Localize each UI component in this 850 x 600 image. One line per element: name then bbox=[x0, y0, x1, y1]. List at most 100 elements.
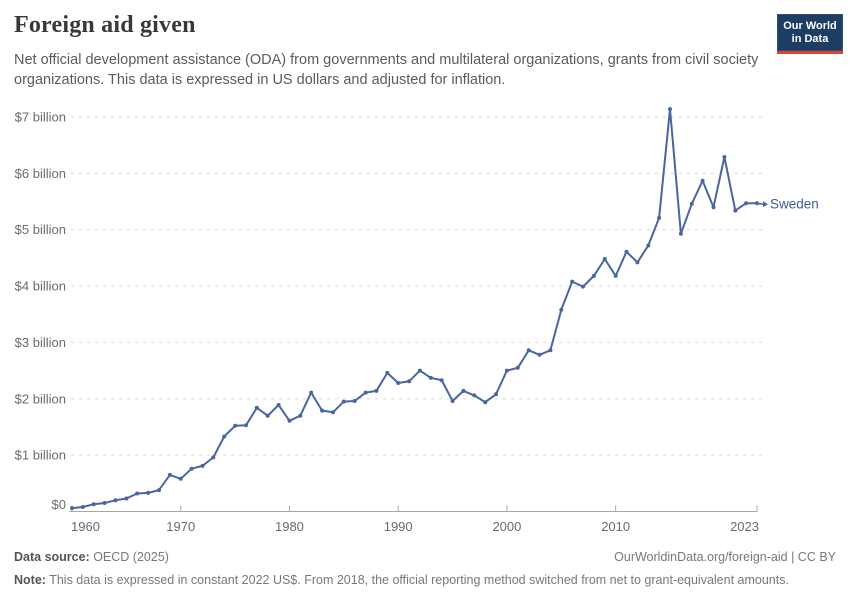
data-point[interactable] bbox=[200, 463, 205, 468]
data-point[interactable] bbox=[450, 399, 455, 403]
data-point[interactable] bbox=[733, 208, 738, 213]
y-axis-tick-label: $6 billion bbox=[15, 166, 66, 181]
x-axis-tick-label: 2010 bbox=[601, 519, 630, 534]
data-point[interactable] bbox=[537, 352, 542, 357]
data-point[interactable] bbox=[331, 410, 335, 415]
data-point[interactable] bbox=[298, 413, 303, 418]
data-point[interactable] bbox=[439, 378, 444, 383]
data-point[interactable] bbox=[570, 279, 575, 284]
series-label-arrow-icon bbox=[763, 201, 768, 208]
data-point[interactable] bbox=[428, 375, 433, 380]
owid-logo-line1: Our World bbox=[783, 19, 837, 32]
footer-note: Note: This data is expressed in constant… bbox=[14, 573, 836, 587]
data-point[interactable] bbox=[711, 205, 716, 210]
data-point[interactable] bbox=[635, 260, 640, 265]
data-point[interactable] bbox=[124, 496, 129, 501]
page-title: Foreign aid given bbox=[14, 12, 196, 38]
x-axis-tick-label: 1990 bbox=[384, 519, 413, 534]
data-point[interactable] bbox=[385, 370, 390, 375]
data-point[interactable] bbox=[320, 408, 325, 413]
data-point[interactable] bbox=[287, 418, 292, 423]
x-axis-tick-label: 2000 bbox=[492, 519, 521, 534]
chart-canvas[interactable]: $0 $1 billion $2 billion $3 billion $4 billi… bbox=[0, 100, 850, 545]
owid-logo-red-bar bbox=[777, 51, 843, 54]
data-point[interactable] bbox=[113, 498, 118, 503]
data-source: Data source: OECD (2025) bbox=[14, 550, 169, 564]
series-label-connector bbox=[756, 202, 764, 205]
data-point[interactable] bbox=[526, 348, 531, 353]
y-axis-tick-label: $4 billion bbox=[15, 279, 66, 294]
data-point[interactable] bbox=[602, 257, 607, 261]
data-point[interactable] bbox=[157, 488, 161, 493]
data-point[interactable] bbox=[472, 393, 477, 398]
data-point[interactable] bbox=[91, 502, 96, 507]
x-axis-tick-label: 1980 bbox=[275, 519, 304, 534]
x-axis-tick-label: 1960 bbox=[71, 519, 100, 534]
chart-subtitle: Net official development assistance (ODA… bbox=[14, 52, 759, 88]
data-point[interactable] bbox=[102, 501, 107, 505]
y-axis-tick-label: $2 billion bbox=[15, 391, 66, 406]
footer-sources-row: Data source: OECD (2025) OurWorldinData.… bbox=[14, 550, 836, 564]
y-axis-tick-label: $0 bbox=[52, 497, 66, 512]
data-point[interactable] bbox=[374, 388, 379, 393]
data-source-label: Data source: bbox=[14, 550, 90, 564]
data-point[interactable] bbox=[461, 388, 466, 393]
owid-logo[interactable]: Our World in Data bbox=[777, 14, 843, 54]
x-axis-tick-label: 2023 bbox=[730, 519, 759, 534]
data-source-value: OECD (2025) bbox=[89, 550, 169, 564]
data-point[interactable] bbox=[70, 506, 74, 511]
owid-logo-box: Our World in Data bbox=[777, 14, 843, 51]
data-point[interactable] bbox=[167, 472, 172, 477]
data-point[interactable] bbox=[722, 155, 727, 159]
y-axis-tick-label: $7 billion bbox=[15, 110, 66, 125]
y-axis-tick-label: $3 billion bbox=[15, 335, 66, 350]
y-axis-tick-label: $5 billion bbox=[15, 222, 66, 237]
data-point[interactable] bbox=[80, 505, 85, 509]
data-point[interactable] bbox=[189, 466, 194, 471]
data-point[interactable] bbox=[211, 455, 216, 460]
data-point[interactable] bbox=[363, 390, 368, 395]
data-point[interactable] bbox=[657, 215, 662, 220]
owid-logo-line2: in Data bbox=[791, 32, 829, 45]
data-point[interactable] bbox=[689, 201, 694, 206]
data-point[interactable] bbox=[265, 413, 270, 418]
note-value: This data is expressed in constant 2022 … bbox=[45, 573, 789, 587]
data-point[interactable] bbox=[744, 201, 749, 206]
data-point[interactable] bbox=[276, 403, 281, 407]
line-series-sweden[interactable] bbox=[71, 108, 758, 510]
data-point[interactable] bbox=[341, 399, 346, 404]
owid-cc-by-link[interactable]: OurWorldinData.org/foreign-aid | CC BY bbox=[614, 550, 836, 564]
data-point[interactable] bbox=[135, 491, 140, 496]
data-point[interactable] bbox=[624, 249, 629, 254]
data-point[interactable] bbox=[352, 399, 357, 403]
data-point[interactable] bbox=[396, 381, 401, 385]
data-point[interactable] bbox=[244, 423, 248, 428]
series-label-sweden[interactable]: Sweden bbox=[770, 197, 819, 212]
data-point[interactable] bbox=[700, 178, 705, 183]
data-point[interactable] bbox=[178, 476, 183, 481]
data-point[interactable] bbox=[646, 243, 651, 248]
data-point[interactable] bbox=[233, 423, 238, 428]
data-point[interactable] bbox=[613, 273, 618, 278]
data-point[interactable] bbox=[515, 365, 520, 370]
data-point[interactable] bbox=[548, 348, 553, 353]
data-point[interactable] bbox=[755, 201, 759, 206]
note-label: Note: bbox=[14, 573, 46, 587]
data-point[interactable] bbox=[146, 490, 151, 495]
data-point[interactable] bbox=[417, 368, 422, 373]
data-point[interactable] bbox=[494, 392, 498, 397]
data-point[interactable] bbox=[483, 400, 488, 405]
data-point[interactable] bbox=[581, 284, 585, 289]
data-point[interactable] bbox=[407, 379, 412, 384]
data-point[interactable] bbox=[668, 107, 672, 112]
data-point[interactable] bbox=[591, 273, 596, 278]
data-point[interactable] bbox=[678, 231, 683, 236]
data-point[interactable] bbox=[222, 434, 227, 439]
data-point[interactable] bbox=[254, 405, 259, 410]
y-axis-tick-label: $1 billion bbox=[15, 448, 66, 463]
data-point[interactable] bbox=[309, 390, 314, 395]
x-axis-tick-label: 1970 bbox=[166, 519, 195, 534]
data-point[interactable] bbox=[559, 307, 564, 312]
data-point[interactable] bbox=[504, 368, 509, 373]
